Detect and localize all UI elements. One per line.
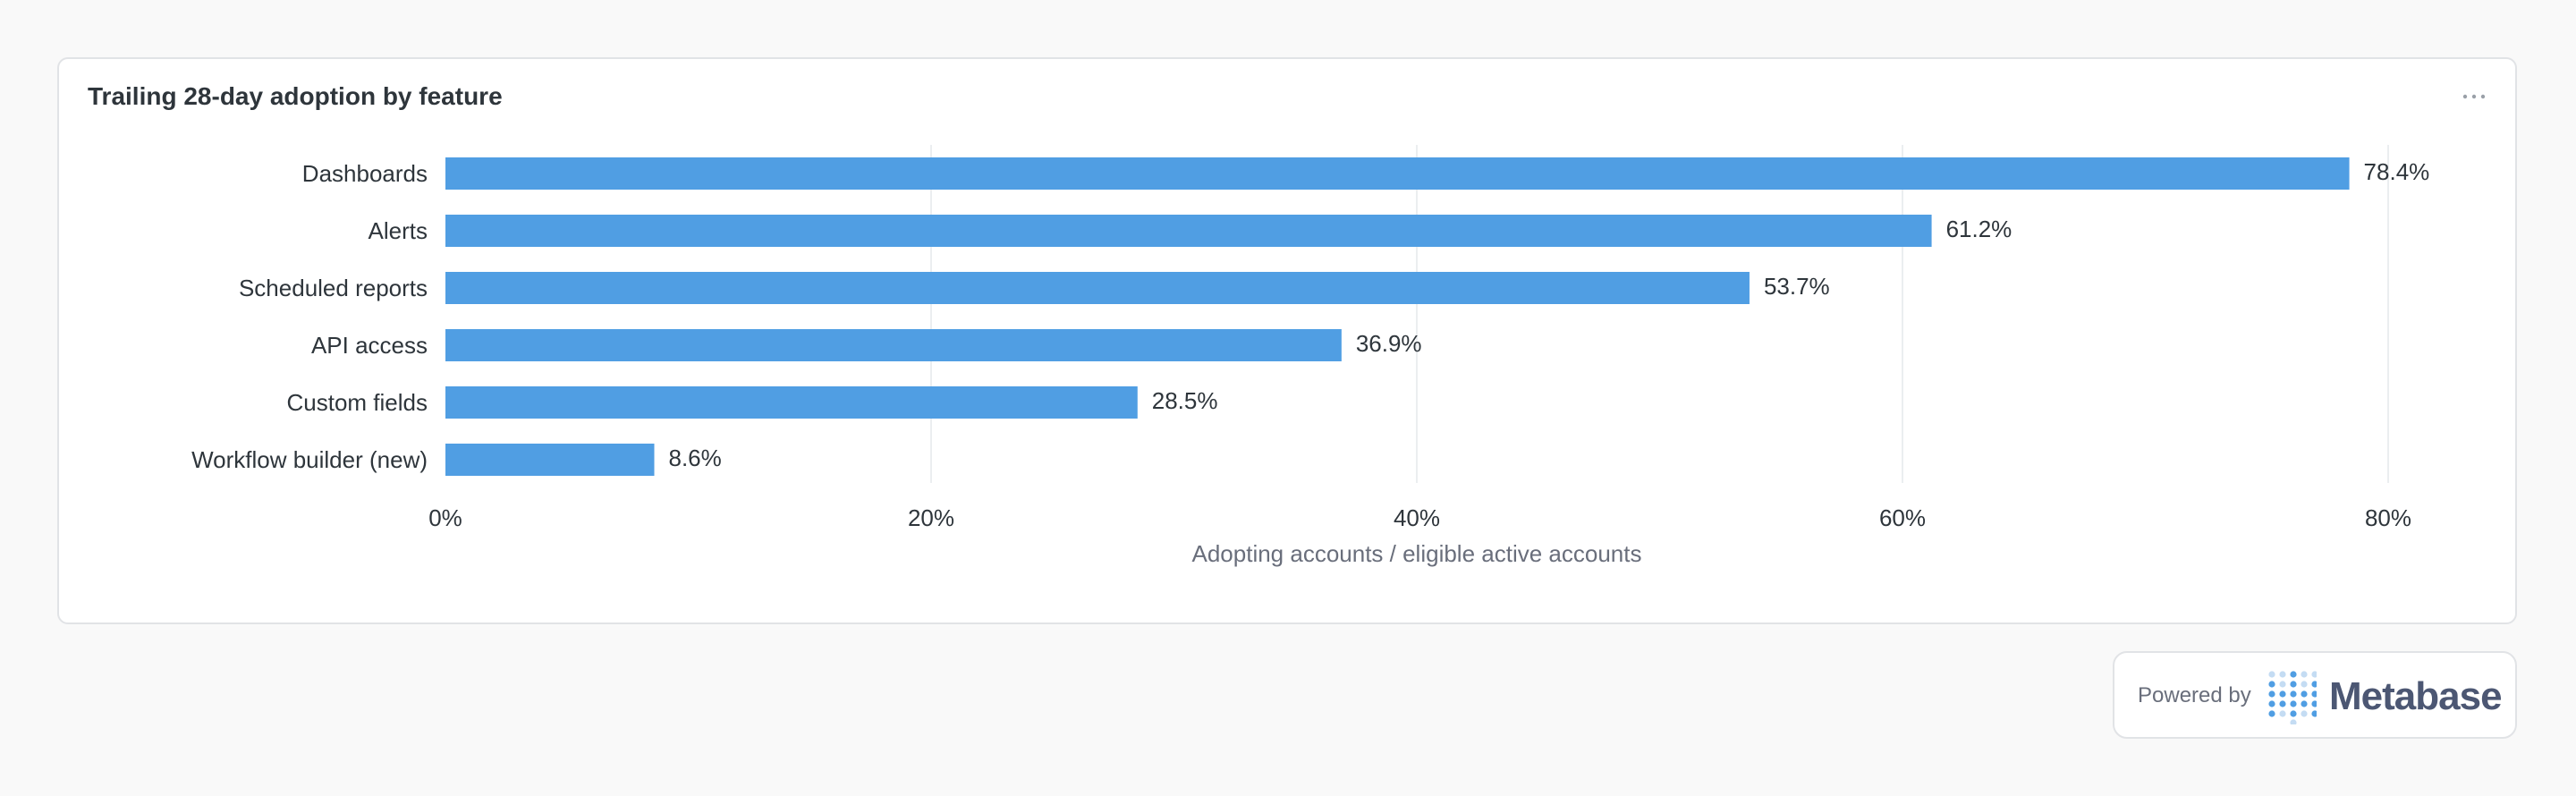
x-axis-label: Adopting accounts / eligible active acco… [1192,540,1642,567]
x-tick-label: 40% [1394,504,1440,531]
category-label: Dashboards [302,160,428,187]
category-label: Scheduled reports [239,275,428,301]
category-label: Alerts [369,217,428,244]
x-tick-label: 60% [1879,504,1926,531]
powered-by-badge[interactable]: Powered by Metabase [2113,651,2517,739]
data-label: 78.4% [2364,158,2430,185]
bar[interactable] [445,444,655,476]
powered-by-label: Powered by [2138,683,2251,707]
x-tick-label: 80% [2365,504,2411,531]
card-title: Trailing 28-day adoption by feature [88,82,503,110]
bar[interactable] [445,215,1932,247]
more-options-button[interactable] [2456,79,2492,114]
metabase-logo-icon [2268,671,2317,724]
data-label: 28.5% [1152,387,1218,414]
data-label: 8.6% [668,445,721,471]
data-label: 53.7% [1764,273,1830,300]
bar-chart: Dashboards 78.4% Alerts 61.2% Scheduled repo… [191,145,2430,567]
brand-name: Metabase [2329,674,2503,718]
bar[interactable] [445,329,1342,361]
x-tick-label: 0% [428,504,462,531]
data-label: 36.9% [1356,330,1422,357]
data-label: 61.2% [1946,216,2012,242]
category-label: Custom fields [287,389,428,416]
x-tick-label: 20% [908,504,954,531]
bar[interactable] [445,386,1138,419]
category-label: Workflow builder (new) [191,446,428,473]
bar[interactable] [445,157,2350,190]
ellipsis-icon [2462,94,2486,99]
bar[interactable] [445,272,1750,304]
category-label: API access [311,332,428,359]
